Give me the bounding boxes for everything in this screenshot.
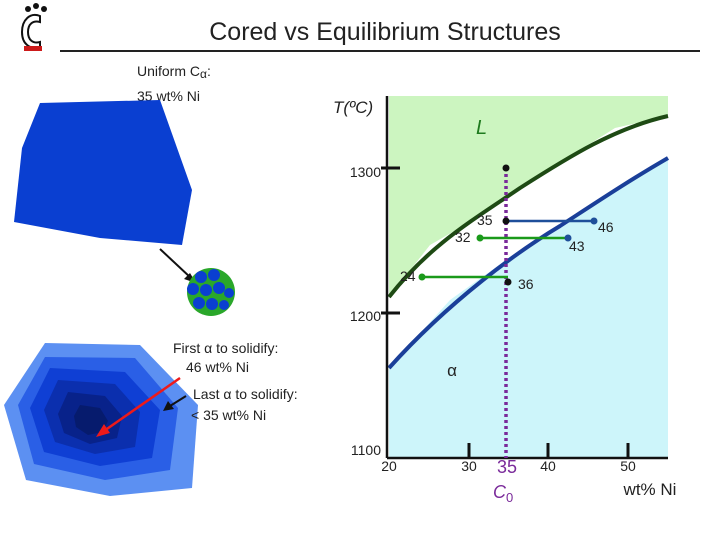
tie-point-36-right [504, 278, 512, 286]
first-alpha-arrow [103, 376, 181, 433]
x-axis-title: wt% Ni [623, 480, 677, 499]
x-tick-label-40: 40 [540, 458, 556, 474]
solid-region-label: α [447, 361, 457, 380]
tie-point-24-left [418, 273, 426, 281]
liquid-region [389, 96, 668, 297]
tie-label-24: 24 [400, 268, 416, 284]
y-axis-title: T(ºC) [333, 98, 373, 117]
liquidus-curve [387, 114, 669, 299]
last-alpha-composition: < 35 wt% Ni [191, 407, 266, 423]
last-alpha-label: Last α to solidify: [193, 386, 298, 402]
first-alpha-label: First α to solidify: [173, 340, 278, 356]
composition-top-dot [502, 164, 510, 172]
tie-point-43-right [564, 234, 572, 242]
uniform-composition-label: 35 wt% Ni [137, 88, 200, 104]
x-tick-label-50: 50 [620, 458, 636, 474]
cored-microstructure-icon [187, 268, 235, 316]
solid-region [389, 158, 668, 458]
cored-grain [4, 343, 198, 496]
first-alpha-composition: 46 wt% Ni [186, 359, 249, 375]
liquid-region-label: L [476, 117, 487, 139]
x-tick-label-30: 30 [461, 458, 477, 474]
uniform-grain-blob [14, 100, 192, 245]
tie-label-32: 32 [455, 229, 471, 245]
tie-point-35-left [502, 217, 510, 225]
tie-label-46: 46 [598, 219, 614, 235]
tie-label-35: 35 [477, 212, 493, 228]
solidus-curve [387, 156, 670, 370]
last-alpha-arrowhead [163, 401, 174, 411]
tie-label-36: 36 [518, 276, 534, 292]
tie-label-43: 43 [569, 238, 585, 254]
x-tick-label-20: 20 [381, 458, 397, 474]
tie-lines: 35 46 32 43 24 36 [400, 212, 614, 292]
last-alpha-arrow [169, 395, 187, 407]
slide-title: Cored vs Equilibrium Structures [209, 18, 561, 46]
university-logo [20, 3, 47, 51]
y-tick-label-1300: 1300 [350, 164, 381, 180]
y-tick-label-1100: 1100 [351, 442, 381, 458]
composition-c0-label: C0 [493, 482, 513, 505]
phase-diagram: 1300 1200 1100 20 30 35 40 50 C0 wt% Ni … [333, 96, 676, 505]
first-alpha-arrowhead [96, 424, 110, 437]
x-tick-label-35: 35 [497, 457, 517, 477]
y-tick-label-1200: 1200 [350, 308, 381, 324]
tie-point-46-right [590, 217, 598, 225]
tie-point-32-left [476, 234, 484, 242]
grain-arrow [159, 248, 192, 279]
uniform-label: Uniform Cα: [137, 63, 211, 81]
